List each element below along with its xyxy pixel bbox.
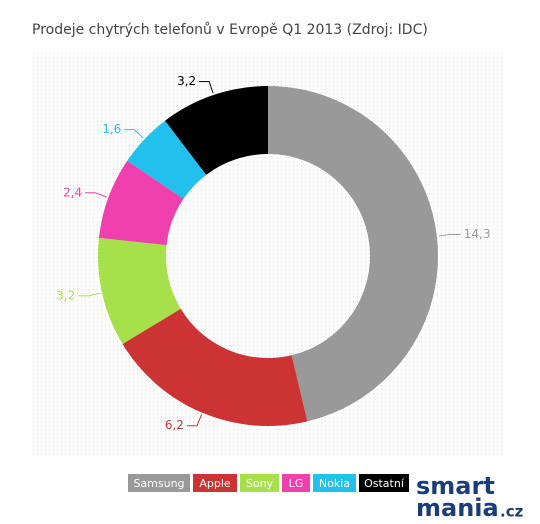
slice	[98, 160, 184, 246]
data-label: 3,2	[177, 74, 196, 88]
data-label: 2,4	[63, 185, 82, 199]
leader-line	[186, 414, 203, 427]
slice	[127, 120, 207, 199]
logo: smart mania .cz	[416, 472, 524, 522]
slice	[268, 86, 438, 422]
leader-line	[78, 292, 101, 297]
legend-label: Ostatní	[364, 477, 405, 490]
data-label: 3,2	[56, 288, 75, 302]
legend-label: Samsung	[133, 477, 184, 490]
legend-label: Nokia	[319, 477, 350, 490]
chart-title: Prodeje chytrých telefonů v Evropě Q1 20…	[32, 22, 428, 38]
leader-line	[438, 234, 461, 237]
logo-text: smart	[416, 472, 495, 500]
logo-text: mania	[416, 494, 499, 522]
leader-line	[124, 129, 144, 139]
legend-label: Apple	[199, 477, 231, 490]
logo-text: .cz	[500, 503, 524, 521]
slice	[122, 308, 308, 426]
legend-swatch	[282, 474, 310, 492]
legend-label: LG	[289, 477, 304, 490]
slice	[165, 86, 268, 175]
legend-swatch	[193, 474, 237, 492]
legend-swatch	[359, 474, 409, 492]
data-label: 1,6	[102, 122, 121, 136]
leader-line	[85, 192, 107, 198]
legend-label: Sony	[246, 477, 274, 490]
legend-swatch	[128, 474, 190, 492]
legend-swatch	[313, 474, 356, 492]
slice	[98, 237, 181, 344]
legend-swatch	[240, 474, 279, 492]
data-label: 6,2	[165, 418, 184, 432]
leader-line	[199, 81, 214, 94]
data-label: 14,3	[464, 227, 491, 241]
